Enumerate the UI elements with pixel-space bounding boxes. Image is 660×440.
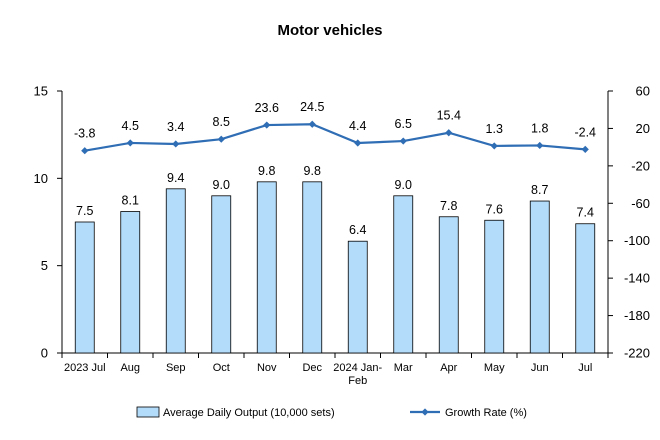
x-tick-label: Feb — [348, 375, 367, 387]
left-tick-label: 0 — [41, 346, 48, 361]
growth-rate-data-label: 8.5 — [213, 115, 230, 129]
bar-data-label: 9.4 — [167, 171, 184, 185]
bar-data-label: 6.4 — [349, 223, 366, 237]
growth-rate-marker — [399, 137, 407, 145]
left-tick-label: 5 — [41, 258, 48, 273]
bar-data-label: 7.8 — [440, 199, 457, 213]
right-tick-label: -180 — [624, 308, 650, 323]
bar — [165, 188, 186, 354]
bar — [256, 181, 277, 354]
x-tick-label: 2023 Jul — [64, 362, 106, 374]
bar-data-label: 7.5 — [76, 204, 93, 218]
left-tick-label: 15 — [34, 84, 48, 99]
right-tick-label: 20 — [636, 121, 650, 136]
x-tick-label: Oct — [213, 362, 230, 374]
growth-rate-data-label: -2.4 — [574, 125, 596, 139]
bar — [438, 216, 459, 354]
growth-rate-marker — [490, 142, 498, 150]
legend-line-marker — [421, 408, 429, 416]
left-tick-label: 10 — [34, 171, 48, 186]
x-tick-label: Nov — [257, 362, 277, 374]
growth-rate-data-label: 24.5 — [300, 100, 324, 114]
growth-rate-marker — [217, 135, 225, 143]
x-tick-label: 2024 Jan- — [333, 362, 382, 374]
growth-rate-data-label: -3.8 — [74, 127, 96, 141]
growth-rate-marker — [445, 129, 453, 137]
bar — [484, 219, 505, 354]
bar — [575, 223, 596, 354]
bar-data-label: 8.7 — [531, 183, 548, 197]
right-tick-label: -220 — [624, 346, 650, 361]
growth-rate-marker — [126, 139, 134, 147]
growth-rate-data-label: 15.4 — [437, 109, 461, 123]
right-tick-label: -20 — [631, 158, 650, 173]
bar-data-label: 9.0 — [395, 178, 412, 192]
growth-rate-data-label: 4.4 — [349, 119, 366, 133]
right-tick-label: -100 — [624, 233, 650, 248]
bar — [393, 195, 414, 354]
right-tick-label: 60 — [636, 84, 650, 99]
bar — [211, 195, 232, 354]
bar — [347, 240, 368, 354]
growth-rate-marker — [172, 140, 180, 148]
bar-data-label: 7.6 — [486, 202, 503, 216]
right-tick-label: -140 — [624, 271, 650, 286]
growth-rate-data-label: 1.8 — [531, 121, 548, 135]
growth-rate-line — [84, 123, 586, 152]
growth-rate-marker — [263, 121, 271, 129]
x-tick-label: Sep — [166, 362, 186, 374]
growth-rate-marker — [308, 120, 316, 128]
legend-line-label: Growth Rate (%) — [445, 407, 527, 419]
x-tick-label: Jun — [531, 362, 549, 374]
bar — [120, 211, 141, 354]
chart-title: Motor vehicles — [277, 22, 383, 39]
x-tick-label: Aug — [120, 362, 140, 374]
bar — [74, 221, 95, 354]
growth-rate-marker — [354, 139, 362, 147]
x-tick-label: Mar — [394, 362, 413, 374]
growth-rate-data-label: 23.6 — [255, 101, 279, 115]
bar — [302, 181, 323, 354]
growth-rate-marker — [536, 141, 544, 150]
bar-data-label: 9.0 — [213, 178, 230, 192]
growth-rate-data-label: 3.4 — [167, 120, 184, 134]
growth-rate-marker — [581, 145, 589, 153]
legend-bar-label: Average Daily Output (10,000 sets) — [163, 407, 335, 419]
bar-data-label: 9.8 — [304, 164, 321, 178]
growth-rate-data-label: 4.5 — [122, 119, 139, 133]
legend-bar-swatch — [136, 406, 160, 418]
bar-data-label: 9.8 — [258, 164, 275, 178]
bar — [529, 200, 550, 354]
x-tick-label: May — [484, 362, 505, 374]
bar-data-label: 8.1 — [122, 194, 139, 208]
growth-rate-marker — [81, 147, 89, 155]
right-tick-label: -60 — [631, 196, 650, 211]
growth-rate-data-label: 6.5 — [395, 117, 412, 131]
bar-data-label: 7.4 — [577, 206, 594, 220]
growth-rate-data-label: 1.3 — [486, 122, 503, 136]
x-tick-label: Jul — [578, 362, 592, 374]
x-tick-label: Apr — [440, 362, 457, 374]
x-tick-label: Dec — [302, 362, 322, 374]
